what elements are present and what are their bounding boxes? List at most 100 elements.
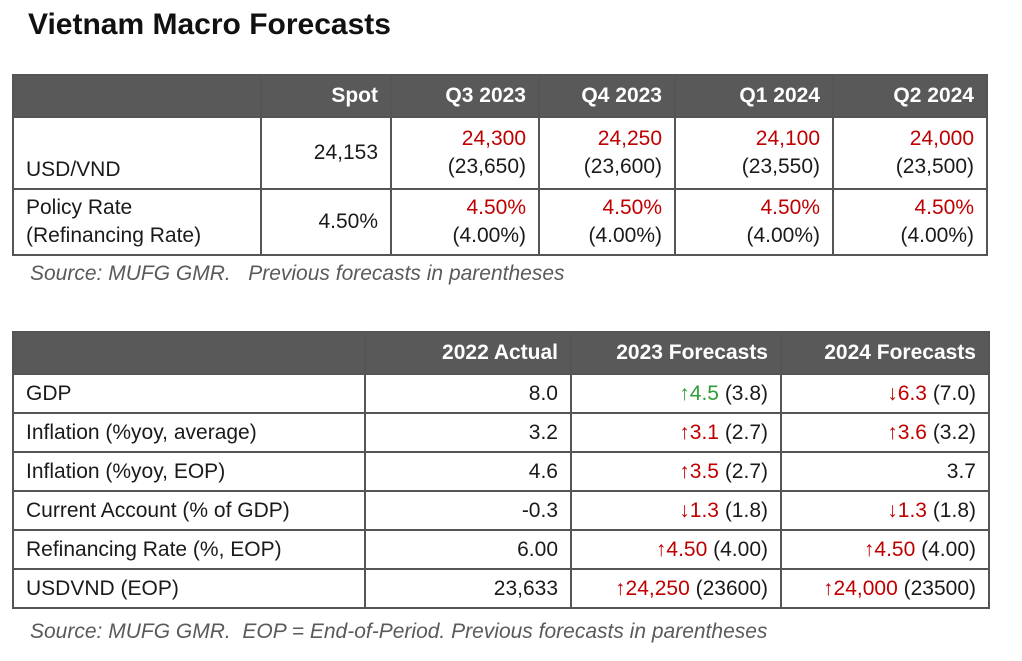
table-row: Current Account (% of GDP) -0.3 ↓1.3 (1.8)… [12, 490, 990, 531]
row-label-line: (Refinancing Rate) [26, 224, 202, 247]
forecast-value: 1.3 [689, 498, 719, 522]
actual-value: 3.2 [364, 412, 572, 453]
forecast-value: 4.50% [760, 196, 820, 219]
forecast-value: 3.1 [689, 420, 719, 444]
previous-forecast: (4.00%) [452, 224, 526, 247]
forecast-cell: ↓6.3 (7.0) [780, 373, 990, 414]
row-label: Refinancing Rate (%, EOP) [12, 529, 366, 570]
previous-forecast: 3.7 [946, 459, 976, 483]
actual-value: -0.3 [364, 490, 572, 531]
forecast-value: 3.5 [689, 459, 719, 483]
actual-value: 6.00 [364, 529, 572, 570]
previous-forecast: (23,500) [895, 155, 974, 178]
previous-forecast: (1.8) [718, 498, 768, 522]
header-cell [12, 74, 262, 118]
arrow-up-icon: ↑ [823, 576, 834, 600]
row-label: Current Account (% of GDP) [12, 490, 366, 531]
forecast-cell: ↓1.3 (1.8) [780, 490, 990, 531]
forecast-cell: 24,000 (23,500) [832, 116, 988, 190]
arrow-up-icon: ↑ [679, 459, 690, 483]
header-cell: Q3 2023 [390, 74, 540, 118]
header-cell: 2024 Forecasts [780, 331, 990, 375]
arrow-up-icon: ↑ [679, 420, 690, 444]
forecast-cell: ↓1.3 (1.8) [570, 490, 782, 531]
forecast-cell: 24,300 (23,650) [390, 116, 540, 190]
forecast-cell: 3.7 [780, 451, 990, 492]
forecast-value: 1.3 [897, 498, 927, 522]
forecast-cell: 24,100 (23,550) [674, 116, 834, 190]
forecast-cell: ↑3.5 (2.7) [570, 451, 782, 492]
forecast-cell: ↑24,000 (23500) [780, 568, 990, 609]
actual-value: 23,633 [364, 568, 572, 609]
forecast-value: 24,300 [461, 127, 526, 150]
forecast-cell: ↑4.5 (3.8) [570, 373, 782, 414]
actual-value: 8.0 [364, 373, 572, 414]
source-note: Source: MUFG GMR. EOP = End-of-Period. P… [30, 620, 768, 643]
forecast-value: 4.50 [874, 537, 916, 561]
arrow-up-icon: ↑ [679, 381, 690, 405]
table-row: Refinancing Rate (%, EOP) 6.00 ↑4.50 (4.00… [12, 529, 990, 570]
arrow-up-icon: ↑ [863, 537, 875, 561]
forecast-value: 4.5 [689, 381, 719, 405]
forecast-cell: ↑24,250 (23600) [570, 568, 782, 609]
row-label: Policy Rate (Refinancing Rate) [12, 188, 262, 256]
forecast-cell: ↑4.50 (4.00) [780, 529, 990, 570]
forecast-cell: ↑4.50 (4.00) [570, 529, 782, 570]
table-header-row: 2022 Actual 2023 Forecasts 2024 Forecast… [12, 331, 990, 375]
previous-forecast: (4.00%) [588, 224, 662, 247]
page-title: Vietnam Macro Forecasts [28, 8, 391, 41]
table-header-row: Spot Q3 2023 Q4 2023 Q1 2024 Q2 2024 [12, 74, 988, 118]
row-label: Inflation (%yoy, EOP) [12, 451, 366, 492]
previous-forecast: (23,550) [741, 155, 820, 178]
previous-forecast: (23,600) [583, 155, 662, 178]
forecast-value: 24,000 [909, 127, 974, 150]
previous-forecast: (1.8) [926, 498, 976, 522]
arrow-up-icon: ↑ [887, 420, 898, 444]
header-cell: Q4 2023 [538, 74, 676, 118]
arrow-up-icon: ↑ [615, 576, 626, 600]
header-cell [12, 331, 366, 375]
forecast-value: 6.3 [897, 381, 927, 405]
table-row: USD/VND 24,153 24,300 (23,650) 24,250 (2… [12, 116, 988, 190]
forecast-value: 4.50 [666, 537, 708, 561]
previous-forecast: (4.00%) [900, 224, 974, 247]
forecast-cell: 24,250 (23,600) [538, 116, 676, 190]
row-label: Inflation (%yoy, average) [12, 412, 366, 453]
macro-forecast-table: 2022 Actual 2023 Forecasts 2024 Forecast… [12, 331, 990, 609]
header-cell: 2022 Actual [364, 331, 572, 375]
spot-value: 24,153 [260, 116, 392, 190]
forecast-value: 24,100 [755, 127, 820, 150]
table-row: USDVND (EOP) 23,633 ↑24,250 (23600) ↑24,000… [12, 568, 990, 609]
previous-forecast: (2.7) [718, 420, 768, 444]
previous-forecast: (23,650) [447, 155, 526, 178]
previous-forecast: (23500) [897, 576, 976, 600]
forecast-value: 24,250 [625, 576, 690, 600]
previous-forecast: (3.2) [926, 420, 976, 444]
fx-rate-forecast-table: Spot Q3 2023 Q4 2023 Q1 2024 Q2 2024 USD… [12, 74, 988, 256]
forecast-value: 4.50% [914, 196, 974, 219]
row-label-line: Policy Rate [26, 196, 133, 219]
arrow-up-icon: ↑ [655, 537, 667, 561]
forecast-value: 4.50% [466, 196, 526, 219]
table-row: Inflation (%yoy, average) 3.2 ↑3.1 (2.7) ↑3… [12, 412, 990, 453]
forecast-cell: 4.50% (4.00%) [674, 188, 834, 256]
forecast-value: 4.50% [602, 196, 662, 219]
actual-value: 4.6 [364, 451, 572, 492]
forecast-cell: 4.50% (4.00%) [390, 188, 540, 256]
previous-forecast: (4.00%) [746, 224, 820, 247]
row-label: USD/VND [12, 116, 262, 190]
header-cell: Spot [260, 74, 392, 118]
arrow-down-icon: ↓ [679, 498, 690, 522]
header-cell: Q2 2024 [832, 74, 988, 118]
row-label: USDVND (EOP) [12, 568, 366, 609]
previous-forecast: (23600) [689, 576, 768, 600]
previous-forecast: (4.00) [915, 537, 976, 561]
source-note: Source: MUFG GMR. Previous forecasts in … [30, 262, 565, 285]
table-row: Inflation (%yoy, EOP) 4.6 ↑3.5 (2.7) 3.7 [12, 451, 990, 492]
previous-forecast: (4.00) [707, 537, 768, 561]
previous-forecast: (2.7) [718, 459, 768, 483]
table-row: Policy Rate (Refinancing Rate) 4.50% 4.5… [12, 188, 988, 256]
forecast-cell: 4.50% (4.00%) [538, 188, 676, 256]
forecast-cell: ↑3.1 (2.7) [570, 412, 782, 453]
header-cell: 2023 Forecasts [570, 331, 782, 375]
